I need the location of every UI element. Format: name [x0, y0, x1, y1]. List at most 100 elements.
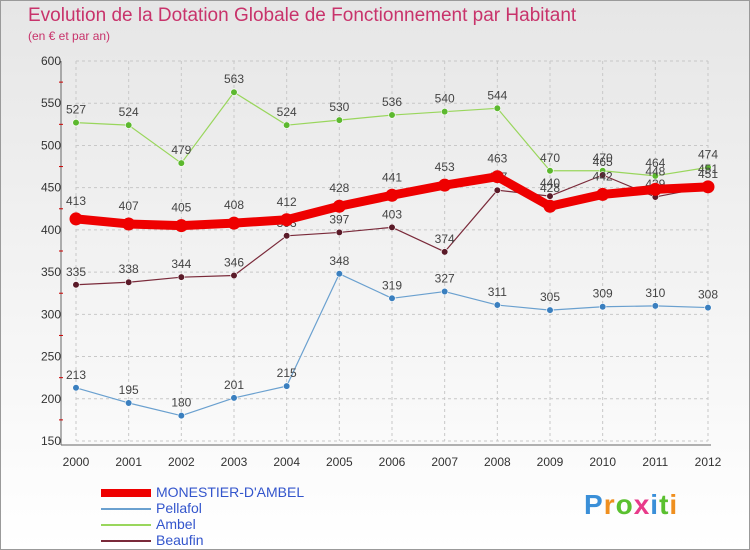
- data-point: [72, 119, 80, 127]
- x-tick-label: 2003: [221, 455, 248, 469]
- data-point: [599, 171, 607, 179]
- data-point: [335, 228, 343, 237]
- data-label: 346: [224, 255, 244, 269]
- data-label: 536: [382, 95, 402, 109]
- data-label: 413: [66, 194, 86, 208]
- data-point: [441, 108, 449, 116]
- data-label: 479: [171, 143, 191, 157]
- data-point: [441, 287, 449, 296]
- data-label: 464: [645, 156, 665, 170]
- data-label: 530: [329, 100, 349, 114]
- data-point: [283, 232, 291, 240]
- data-label: 305: [540, 290, 560, 304]
- chart-subtitle: (en € et par an): [28, 29, 111, 43]
- data-point: [174, 219, 188, 233]
- data-point: [651, 302, 659, 310]
- data-label: 470: [593, 151, 613, 165]
- data-label: 465: [593, 155, 613, 169]
- data-point: [230, 271, 238, 280]
- x-tick-label: 2006: [379, 455, 406, 469]
- data-point: [596, 187, 610, 201]
- y-tick-label: 550: [41, 96, 61, 110]
- data-label: 474: [698, 147, 718, 161]
- y-tick-label: 250: [41, 350, 61, 364]
- data-point: [651, 172, 659, 180]
- data-label: 428: [540, 181, 560, 195]
- data-label: 428: [329, 181, 349, 195]
- x-tick-label: 2004: [273, 455, 300, 469]
- x-tick-label: 2010: [589, 455, 616, 469]
- data-point: [599, 303, 607, 311]
- data-label: 453: [435, 160, 455, 174]
- data-point: [283, 121, 291, 129]
- x-tick-label: 2011: [642, 455, 668, 469]
- data-point: [125, 278, 133, 286]
- data-label: 524: [119, 105, 139, 119]
- data-label: 308: [698, 288, 718, 302]
- data-point: [122, 217, 136, 231]
- data-point: [69, 212, 83, 226]
- data-label: 405: [171, 201, 191, 215]
- y-tick-label: 450: [41, 181, 61, 195]
- x-tick-label: 2001: [115, 455, 142, 469]
- data-label: 180: [171, 396, 191, 410]
- x-tick-label: 2007: [431, 455, 458, 469]
- proxiti-logo: Proxiti: [584, 489, 679, 520]
- data-label: 540: [435, 92, 455, 106]
- x-tick-label: 2002: [168, 455, 195, 469]
- data-label: 348: [329, 254, 349, 268]
- data-label: 201: [224, 378, 244, 392]
- data-point: [546, 167, 554, 175]
- data-point: [388, 294, 396, 302]
- data-label: 441: [382, 170, 402, 184]
- data-label: 195: [119, 383, 139, 397]
- data-point: [546, 306, 554, 314]
- data-label: 407: [119, 199, 139, 213]
- data-point: [438, 178, 452, 192]
- data-point: [230, 394, 238, 402]
- data-point: [490, 170, 504, 184]
- data-label: 524: [277, 105, 297, 119]
- data-point: [441, 248, 449, 256]
- y-tick-label: 500: [41, 138, 61, 152]
- data-label: 310: [645, 286, 665, 300]
- data-point: [704, 303, 712, 312]
- data-point: [230, 88, 238, 96]
- data-label: 403: [382, 207, 402, 221]
- x-tick-label: 2012: [695, 455, 722, 469]
- legend-swatch-ambel: [101, 524, 151, 526]
- data-point: [72, 281, 80, 289]
- data-point: [385, 188, 399, 202]
- data-label: 563: [224, 72, 244, 86]
- data-point: [177, 159, 185, 167]
- data-label: 440: [540, 176, 560, 190]
- data-point: [177, 412, 185, 420]
- data-label: 451: [698, 167, 718, 181]
- legend-label-ambel: Ambel: [156, 516, 196, 532]
- data-label: 309: [593, 287, 613, 301]
- data-label: 338: [119, 262, 139, 276]
- data-label: 374: [435, 232, 455, 246]
- data-point: [388, 111, 396, 119]
- x-tick-label: 2009: [537, 455, 564, 469]
- y-tick-label: 350: [41, 265, 61, 279]
- legend-swatch-pellafol: [101, 508, 151, 510]
- data-label: 311: [488, 285, 507, 299]
- data-point: [335, 270, 343, 278]
- data-point: [332, 199, 346, 213]
- data-label: 442: [593, 169, 613, 183]
- data-label: 344: [171, 257, 191, 271]
- data-label: 213: [66, 368, 86, 382]
- chart-title: Evolution de la Dotation Globale de Fonc…: [28, 5, 577, 26]
- data-point: [704, 163, 712, 171]
- legend-swatch-beaufin: [101, 540, 151, 542]
- legend-label-pellafol: Pellafol: [156, 500, 202, 516]
- data-label: 335: [66, 265, 86, 279]
- legend-label-monestier: MONESTIER-D'AMBEL: [156, 484, 305, 500]
- data-point: [177, 273, 185, 281]
- data-label: 451: [698, 162, 718, 176]
- data-label: 470: [540, 151, 560, 165]
- data-point: [493, 104, 501, 112]
